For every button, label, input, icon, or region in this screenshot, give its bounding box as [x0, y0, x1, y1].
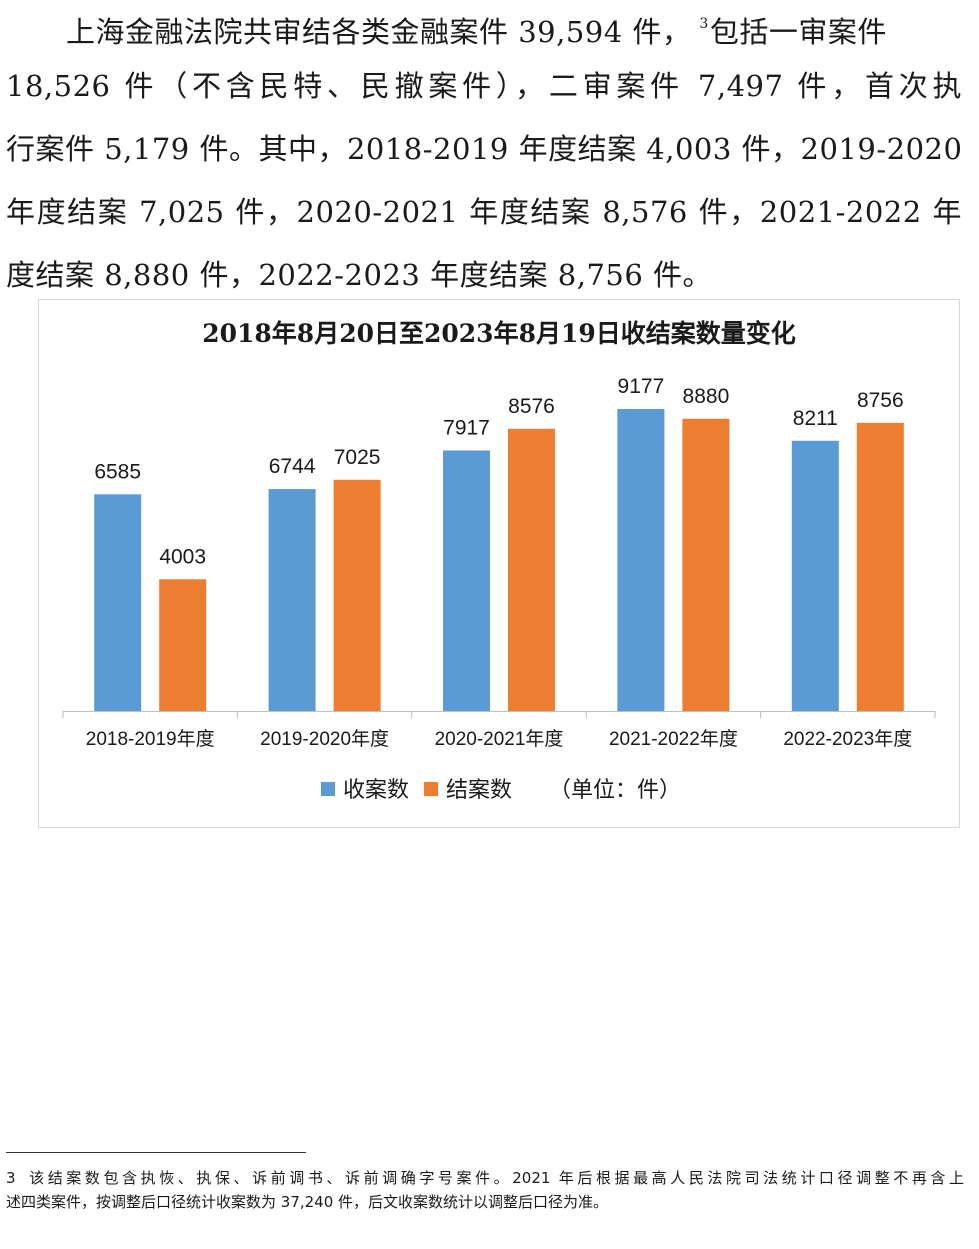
- paragraph-line-5: 度结案 8,880 件，2022-2023 年度结案 8,756 件。: [6, 258, 713, 292]
- paragraph-line-2: 18,526 件（不含民特、民撤案件），二审案件 7,497 件，首次执: [6, 69, 962, 103]
- legend-label: 收案数: [342, 778, 409, 803]
- legend-label: 结案数: [445, 778, 512, 803]
- paragraph-text: 包括一审案件: [709, 15, 887, 49]
- legend-swatch-blue: [320, 782, 335, 796]
- bar-data-label: 7917: [443, 416, 490, 439]
- bar-data-label: 7025: [334, 446, 381, 469]
- chart-legend: 收案数 结案数 （单位：件）: [39, 772, 959, 804]
- footnote-reference[interactable]: 3: [699, 16, 709, 32]
- x-tick-label: 2019-2020年度: [260, 728, 389, 750]
- chart-plot: 6585 4003 2018-2019年度 6744 7025 2019-2020年度 79…: [62, 375, 936, 750]
- bar-closed-4: [682, 418, 730, 711]
- x-tick-label: 2022-2023年度: [783, 728, 912, 750]
- paragraph-line-3: 行案件 5,179 件。其中，2018-2019 年度结案 4,003 件，20…: [6, 132, 963, 166]
- legend-item-series-1: 收案数: [320, 772, 409, 804]
- footnote-marker: 3: [6, 1169, 16, 1187]
- bar-received-5: [791, 440, 839, 711]
- legend-unit-note: （单位：件）: [549, 778, 682, 803]
- paragraph-text: 上海金融法院共审结各类金融案件 39,594 件，: [66, 15, 692, 49]
- bar-data-label: 8211: [793, 407, 838, 430]
- chart-title: 2018年8月20日至2023年8月19日收结案数量变化: [202, 319, 796, 348]
- bar-data-label: 6744: [269, 455, 316, 478]
- x-tick-label: 2021-2022年度: [609, 728, 738, 750]
- bar-data-label: 4003: [159, 545, 206, 568]
- x-tick-label: 2018-2019年度: [86, 728, 215, 750]
- bar-chart: 2018年8月20日至2023年8月19日收结案数量变化 6585 4003 201…: [38, 299, 960, 828]
- paragraph-line-1: 上海金融法院共审结各类金融案件 39,594 件， 3包括一审案件: [66, 4, 887, 52]
- footnote: 3 该结案数包含执恢、执保、诉前调书、诉前调确字号案件。2021 年后根据最高人民…: [6, 1166, 966, 1214]
- bar-received-3: [443, 450, 490, 711]
- paragraph-line-4: 年度结案 7,025 件，2020-2021 年度结案 8,576 件，2021…: [6, 195, 962, 229]
- bar-received-2: [268, 489, 316, 711]
- bar-closed-1: [159, 579, 207, 711]
- bar-closed-2: [333, 479, 381, 711]
- bar-data-label: 9177: [618, 375, 665, 398]
- footnote-separator: [6, 1152, 306, 1153]
- footnote-line-1: 3 该结案数包含执恢、执保、诉前调书、诉前调确字号案件。2021 年后根据最高人民…: [6, 1166, 964, 1190]
- bar-data-label: 6585: [94, 460, 141, 483]
- bar-closed-3: [508, 428, 555, 711]
- footnote-text: 该结案数包含执恢、执保、诉前调书、诉前调确字号案件。2021 年后根据最高人民法…: [25, 1169, 964, 1187]
- legend-item-series-2: 结案数: [423, 772, 512, 804]
- x-tick-label: 2020-2021年度: [435, 728, 564, 750]
- bar-received-1: [94, 494, 142, 711]
- bar-received-4: [617, 409, 665, 711]
- legend-swatch-orange: [423, 782, 438, 796]
- bar-data-label: 8880: [683, 385, 730, 408]
- footnote-line-2: 述四类案件，按调整后口径统计收案数为 37,240 件，后文收案数统计以调整后口…: [6, 1193, 609, 1211]
- bar-data-label: 8756: [857, 389, 904, 412]
- bar-closed-5: [856, 422, 904, 711]
- bar-data-label: 8576: [508, 395, 555, 418]
